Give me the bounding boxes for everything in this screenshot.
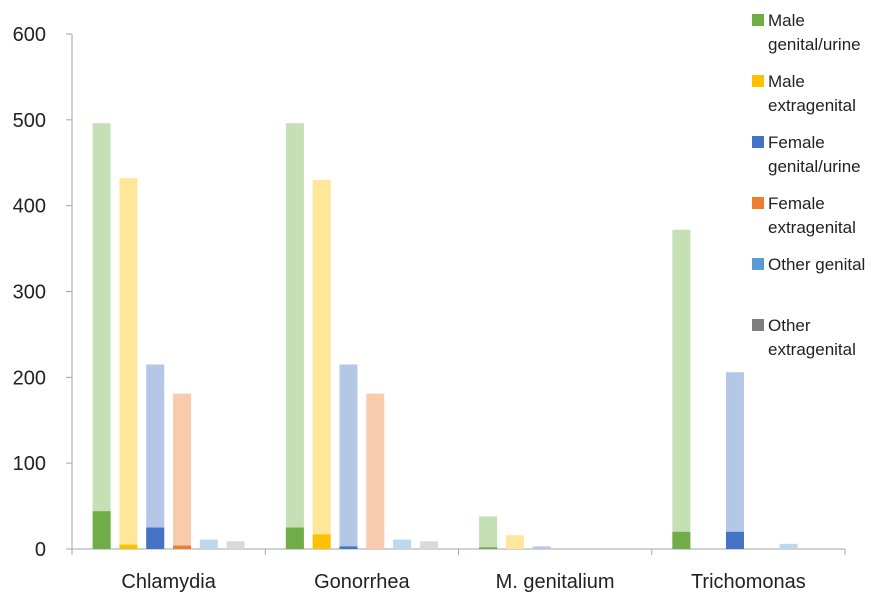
y-tick-label: 500 — [13, 110, 46, 132]
bar-total — [505, 535, 524, 549]
bar-positive — [173, 545, 192, 549]
legend-label: extragenital — [768, 96, 856, 115]
bar-total — [532, 546, 551, 549]
bar-total — [146, 364, 165, 549]
y-tick-label: 400 — [13, 196, 46, 218]
y-tick-label: 600 — [13, 24, 46, 46]
x-category-label: M. genitalium — [496, 571, 615, 593]
legend-swatch — [752, 258, 764, 270]
bar-total — [672, 229, 691, 549]
bar-positive — [92, 511, 111, 549]
bar-positive — [312, 534, 331, 549]
legend-swatch — [752, 136, 764, 148]
bar-positive — [725, 531, 744, 549]
bar-positive — [285, 527, 304, 549]
bar-total — [226, 541, 245, 549]
x-category-label: Chlamydia — [121, 571, 216, 593]
x-category-label: Trichomonas — [691, 571, 806, 593]
bar-total — [339, 364, 358, 549]
legend-label: extragenital — [768, 218, 856, 237]
legend-label: genital/urine — [768, 35, 861, 54]
bar-positive — [146, 527, 165, 549]
legend-item: Female extragenital — [752, 194, 856, 237]
y-tick-label: 0 — [35, 539, 46, 561]
legend-swatch — [752, 319, 764, 331]
legend-label: genital/urine — [768, 157, 861, 176]
bar-total — [725, 372, 744, 549]
bars — [92, 123, 798, 550]
bar-positive — [672, 531, 691, 549]
y-tick-label: 100 — [13, 453, 46, 475]
bar-positive — [339, 546, 358, 549]
legend-label: Other genital — [768, 255, 865, 274]
bar-total — [312, 179, 331, 549]
legend-label: extragenital — [768, 340, 856, 359]
x-category-label: Gonorrhea — [314, 571, 410, 593]
bar-positive — [119, 544, 138, 549]
bar-total — [119, 178, 138, 549]
bar-total — [419, 541, 438, 549]
bar-positive — [479, 547, 498, 549]
legend-item: Other genital — [752, 255, 865, 274]
legend-swatch — [752, 197, 764, 209]
legend-label: Male — [768, 11, 805, 30]
bar-total — [393, 539, 412, 549]
bar-total — [173, 393, 192, 549]
legend: Male genital/urine Male extragenital Female g… — [752, 11, 865, 359]
y-tick-label: 200 — [13, 367, 46, 389]
legend-item: Female genital/urine — [752, 133, 861, 176]
bar-total — [779, 543, 798, 549]
legend-label: Female — [768, 133, 825, 152]
legend-item: Other extragenital — [752, 316, 856, 359]
bar-total — [285, 123, 304, 550]
legend-label: Other — [768, 316, 811, 335]
x-axis: Chlamydia Gonorrhea M. genitalium Trichomon… — [71, 548, 846, 593]
bar-total — [199, 539, 218, 549]
legend-item: Male extragenital — [752, 72, 856, 115]
legend-label: Male — [768, 72, 805, 91]
y-tick-label: 300 — [13, 282, 46, 304]
bar-total — [366, 393, 385, 549]
legend-item: Male genital/urine — [752, 11, 861, 54]
legend-swatch — [752, 14, 764, 26]
legend-swatch — [752, 75, 764, 87]
bar-total — [92, 123, 111, 550]
y-axis: 0 100 200 300 400 500 600 — [13, 24, 73, 561]
bar-total — [479, 516, 498, 549]
legend-label: Female — [768, 194, 825, 213]
